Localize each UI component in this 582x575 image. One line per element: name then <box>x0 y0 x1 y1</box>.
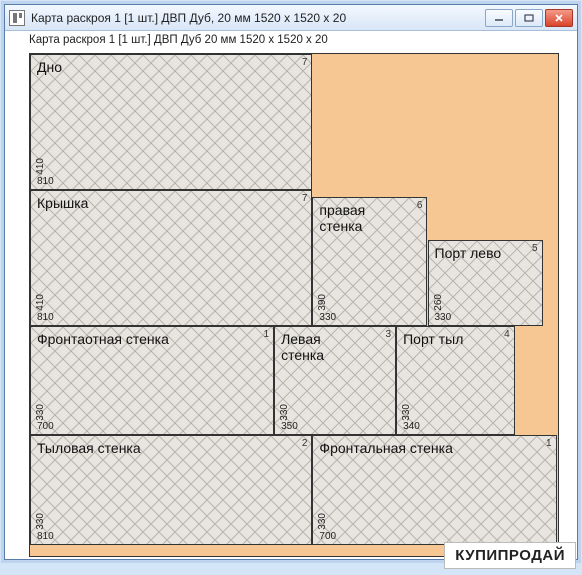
piece-width-label: 810 <box>37 312 54 323</box>
piece-width-label: 700 <box>319 531 336 542</box>
piece-height-label: 330 <box>35 404 46 421</box>
minimize-button[interactable] <box>485 9 513 27</box>
cut-piece: правая стенка 6 330390 <box>312 197 427 326</box>
piece-height-label: 330 <box>317 513 328 530</box>
cut-piece: Порт лево 5 330260 <box>428 240 543 326</box>
piece-width-label: 810 <box>37 531 54 542</box>
piece-index: 1 <box>546 438 552 449</box>
piece-height-label: 390 <box>317 294 328 311</box>
piece-label: Порт лево <box>435 245 502 261</box>
piece-width-label: 330 <box>435 312 452 323</box>
app-icon <box>9 10 25 26</box>
cut-piece: Фронтаотная стенка 1 700330 <box>30 326 274 435</box>
piece-width-label: 330 <box>319 312 336 323</box>
piece-width-label: 810 <box>37 176 54 187</box>
piece-index: 3 <box>386 329 392 340</box>
window-controls <box>485 9 573 27</box>
piece-height-label: 330 <box>35 513 46 530</box>
piece-label: Фронтальная стенка <box>319 440 452 456</box>
piece-height-label: 410 <box>35 294 46 311</box>
piece-label: Левая стенка <box>281 331 324 363</box>
piece-label: Тыловая стенка <box>37 440 141 456</box>
sheet-canvas: Дно7810410Крышка7810410правая стенка6330… <box>29 53 559 557</box>
piece-width-label: 350 <box>281 421 298 432</box>
piece-label: Крышка <box>37 195 88 211</box>
watermark: КУПИПРОДАЙ <box>444 542 576 569</box>
piece-label: правая стенка <box>319 202 365 234</box>
cut-piece: Тыловая стенка 2 810330 <box>30 435 312 544</box>
titlebar[interactable]: Карта раскроя 1 [1 шт.] ДВП Дуб, 20 мм 1… <box>5 5 577 31</box>
piece-index: 7 <box>302 193 308 204</box>
cut-piece: Фронтальная стенка 1 700330 <box>312 435 556 544</box>
sheet-subtitle: Карта раскроя 1 [1 шт.] ДВП Дуб 20 мм 15… <box>5 31 577 48</box>
piece-label: Фронтаотная стенка <box>37 331 169 347</box>
piece-index: 4 <box>504 329 510 340</box>
cut-piece: Дно 7 810410 <box>30 54 312 190</box>
cutting-sheet: Дно7810410Крышка7810410правая стенка6330… <box>29 53 559 557</box>
piece-label: Дно <box>37 59 62 75</box>
maximize-button[interactable] <box>515 9 543 27</box>
piece-index: 6 <box>417 200 423 211</box>
piece-width-label: 340 <box>403 421 420 432</box>
close-button[interactable] <box>545 9 573 27</box>
piece-height-label: 260 <box>433 294 444 311</box>
piece-index: 2 <box>302 438 308 449</box>
cut-piece: Крышка 7 810410 <box>30 190 312 326</box>
app-window: Карта раскроя 1 [1 шт.] ДВП Дуб, 20 мм 1… <box>4 4 578 560</box>
piece-label: Порт тыл <box>403 331 463 347</box>
cut-piece: Порт тыл 4 340330 <box>396 326 515 435</box>
piece-height-label: 330 <box>401 404 412 421</box>
piece-width-label: 700 <box>37 421 54 432</box>
piece-height-label: 330 <box>279 404 290 421</box>
piece-index: 7 <box>302 57 308 68</box>
window-title: Карта раскроя 1 [1 шт.] ДВП Дуб, 20 мм 1… <box>31 11 485 25</box>
cut-piece: Левая стенка 3 350330 <box>274 326 396 435</box>
piece-index: 5 <box>532 243 538 254</box>
piece-index: 1 <box>264 329 270 340</box>
piece-height-label: 410 <box>35 158 46 175</box>
